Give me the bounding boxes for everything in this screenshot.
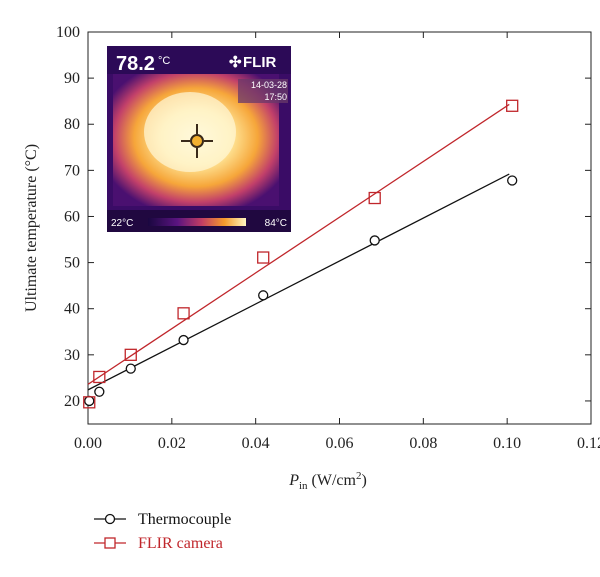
tick-labels: 0.00 0.02 0.04 0.06 0.08 0.10 0.12 20 30 40 50 60 70… — [56, 24, 600, 452]
x-tick-label: 0.04 — [242, 435, 270, 452]
data-point-flir — [93, 370, 106, 384]
data-point-thermocouple — [178, 334, 189, 346]
thermal-inset: 78.2 °C ✣ FLIR 14-03-28 17:50 22°C 84°C — [107, 46, 291, 232]
inset-temperature-unit: °C — [158, 55, 170, 67]
x-tick-label: 0.10 — [493, 435, 521, 452]
fit-lines — [87, 103, 510, 391]
inset-scale-min: 22°C — [111, 218, 133, 229]
data-point-flir — [506, 99, 519, 112]
x-tick-label: 0.00 — [74, 435, 102, 452]
x-axis-title-unit-close: ) — [361, 472, 366, 489]
fit-line-flir — [87, 103, 510, 385]
y-tick-label: 50 — [64, 255, 80, 272]
data-markers — [83, 99, 519, 409]
inset-color-scale — [148, 218, 246, 226]
y-tick-label: 70 — [64, 162, 80, 179]
thermal-hot-core — [144, 92, 236, 172]
inset-time: 17:50 — [264, 92, 287, 102]
inset-date: 14-03-28 — [251, 80, 287, 90]
data-point-thermocouple — [507, 175, 518, 186]
data-point-flir — [368, 191, 381, 205]
y-tick-label: 40 — [64, 301, 80, 318]
legend-label-flir: FLIR camera — [138, 535, 223, 552]
data-point-flir — [83, 396, 96, 409]
inset-temperature: 78.2 — [116, 53, 155, 75]
y-tick-label: 20 — [64, 393, 80, 410]
axis-ticks — [87, 31, 592, 424]
fit-line-thermocouple — [87, 173, 510, 391]
legend: Thermocouple FLIR camera — [94, 511, 231, 552]
x-tick-label: 0.08 — [409, 435, 437, 452]
legend-marker-thermocouple — [104, 513, 116, 525]
data-point-thermocouple — [94, 386, 105, 397]
legend-marker-flir — [104, 537, 116, 549]
x-axis-title-unit: (W/cm — [308, 472, 357, 489]
inset-date-box — [238, 79, 288, 103]
x-axis-title-main: P — [288, 472, 299, 489]
x-tick-label: 0.06 — [326, 435, 354, 452]
thermal-top-bar — [107, 46, 291, 74]
x-axis-title-sub: in — [299, 480, 308, 492]
x-axis-title-unit-sup: 2 — [356, 470, 362, 482]
x-axis-title: Pin (W/cm2) — [288, 470, 367, 492]
data-point-thermocouple — [369, 235, 380, 246]
data-point-flir — [177, 307, 190, 320]
y-tick-label: 80 — [64, 116, 80, 133]
data-point-flir — [257, 251, 270, 264]
crosshair-icon — [181, 124, 213, 158]
flir-logo-icon: ✣ — [229, 54, 242, 71]
legend-label-thermocouple: Thermocouple — [138, 511, 231, 528]
x-tick-label: 0.02 — [158, 435, 186, 452]
data-point-thermocouple — [258, 290, 269, 301]
data-point-flir — [124, 348, 137, 361]
y-tick-label: 60 — [64, 208, 80, 225]
inset-scale-max: 84°C — [265, 218, 287, 229]
inset-brand: FLIR — [243, 54, 276, 71]
y-tick-label: 30 — [64, 347, 80, 364]
y-axis-title: Ultimate temperature (°C) — [23, 144, 40, 312]
x-tick-label: 0.12 — [577, 435, 600, 452]
y-tick-label: 90 — [64, 70, 80, 87]
y-tick-label: 100 — [56, 24, 80, 41]
data-point-thermocouple — [125, 363, 136, 374]
data-point-thermocouple — [84, 395, 95, 407]
